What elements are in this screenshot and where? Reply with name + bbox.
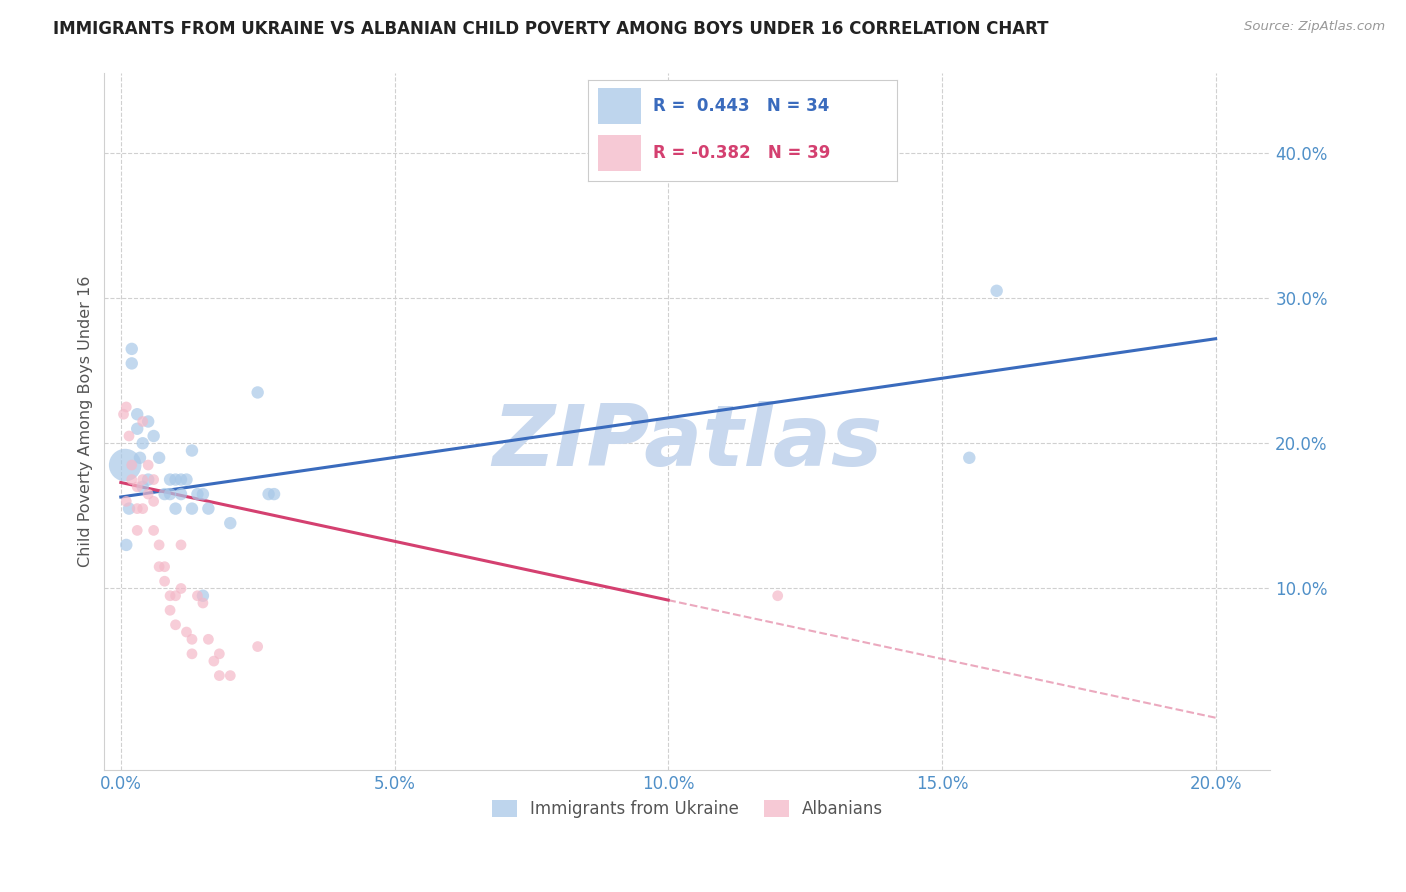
Y-axis label: Child Poverty Among Boys Under 16: Child Poverty Among Boys Under 16	[79, 276, 93, 567]
Point	[766, 589, 789, 603]
Point	[127, 422, 149, 436]
Point	[246, 385, 269, 400]
Point	[127, 480, 149, 494]
Point	[181, 501, 204, 516]
Point	[148, 538, 170, 552]
Point	[131, 473, 153, 487]
Point	[142, 429, 165, 443]
Point	[131, 415, 153, 429]
Point	[153, 574, 176, 589]
Point	[136, 473, 159, 487]
Point	[165, 589, 187, 603]
Point	[153, 487, 176, 501]
Point	[115, 538, 138, 552]
Point	[165, 501, 187, 516]
Point	[208, 647, 231, 661]
Point	[131, 501, 153, 516]
Point	[186, 487, 208, 501]
Point	[148, 450, 170, 465]
Point	[115, 494, 138, 508]
Point	[191, 487, 214, 501]
Point	[246, 640, 269, 654]
Point	[115, 400, 138, 414]
Point	[153, 559, 176, 574]
Point	[170, 538, 193, 552]
Point	[197, 501, 219, 516]
Point	[186, 589, 208, 603]
Point	[118, 429, 141, 443]
Point	[142, 473, 165, 487]
Point	[197, 632, 219, 647]
Point	[208, 668, 231, 682]
Point	[170, 473, 193, 487]
Point	[219, 668, 242, 682]
Point	[142, 494, 165, 508]
Point	[121, 356, 143, 370]
Point	[257, 487, 280, 501]
Point	[170, 582, 193, 596]
Point	[121, 342, 143, 356]
Legend: Immigrants from Ukraine, Albanians: Immigrants from Ukraine, Albanians	[485, 793, 890, 824]
Point	[181, 647, 204, 661]
Point	[136, 458, 159, 472]
Point	[986, 284, 1008, 298]
Point	[181, 632, 204, 647]
Point	[121, 473, 143, 487]
Point	[159, 589, 181, 603]
Point	[114, 458, 136, 472]
Point	[202, 654, 225, 668]
Point	[159, 473, 181, 487]
Point	[136, 487, 159, 501]
Point	[148, 559, 170, 574]
Point	[181, 443, 204, 458]
Point	[131, 436, 153, 450]
Text: ZIPatlas: ZIPatlas	[492, 401, 883, 483]
Point	[118, 501, 141, 516]
Point	[131, 480, 153, 494]
Point	[142, 524, 165, 538]
Point	[127, 407, 149, 421]
Point	[159, 603, 181, 617]
Point	[165, 617, 187, 632]
Point	[191, 596, 214, 610]
Point	[263, 487, 285, 501]
Point	[129, 450, 152, 465]
Point	[957, 450, 980, 465]
Point	[159, 487, 181, 501]
Point	[176, 625, 198, 640]
Point	[136, 415, 159, 429]
Text: IMMIGRANTS FROM UKRAINE VS ALBANIAN CHILD POVERTY AMONG BOYS UNDER 16 CORRELATIO: IMMIGRANTS FROM UKRAINE VS ALBANIAN CHIL…	[53, 20, 1049, 37]
Text: Source: ZipAtlas.com: Source: ZipAtlas.com	[1244, 20, 1385, 33]
Point	[127, 524, 149, 538]
Point	[191, 589, 214, 603]
Point	[127, 501, 149, 516]
Point	[176, 473, 198, 487]
Point	[121, 458, 143, 472]
Point	[112, 407, 135, 421]
Point	[219, 516, 242, 530]
Point	[165, 473, 187, 487]
Point	[170, 487, 193, 501]
